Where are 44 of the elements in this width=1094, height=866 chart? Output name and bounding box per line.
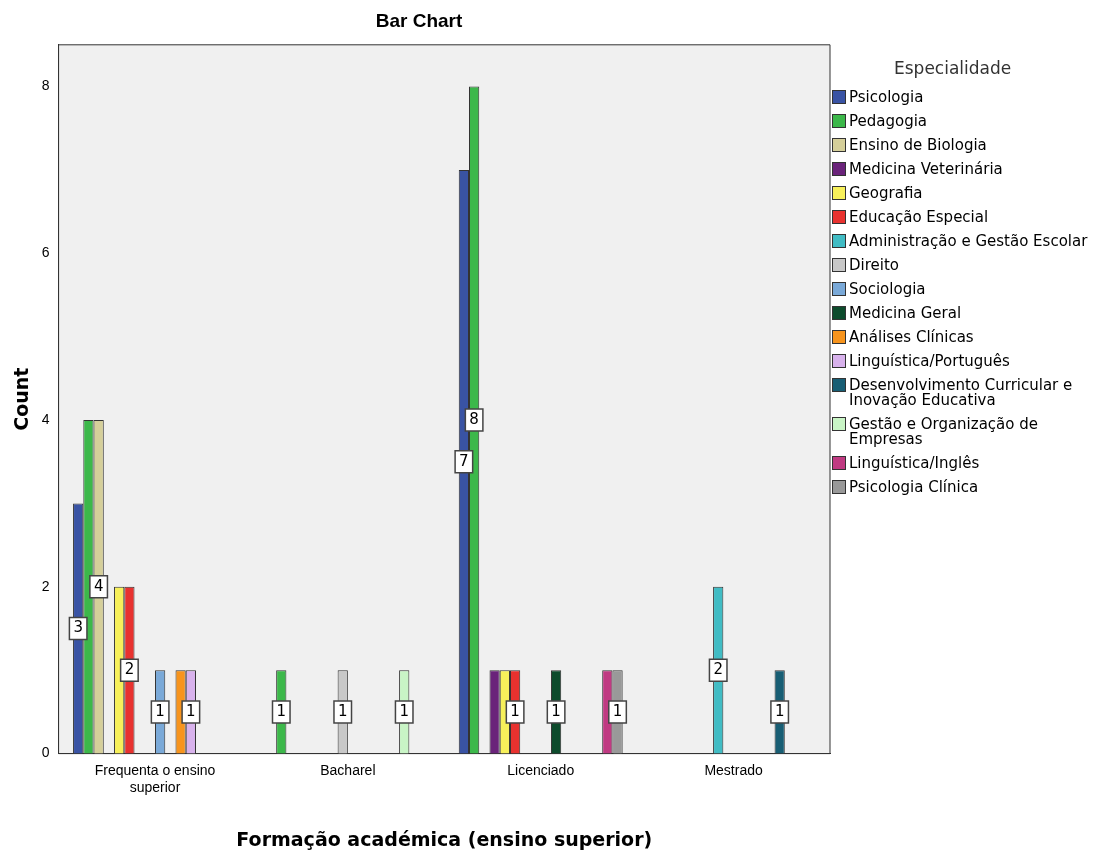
x-tick-label: Frequenta o ensino superior [94,761,216,795]
legend-label: Linguística/Português [849,352,1010,370]
data-label: 4 [93,576,104,595]
y-tick-label: 6 [41,244,50,261]
data-label: 1 [551,701,561,720]
data-label: 1 [337,701,348,720]
legend-label: Gestão e Organização de Empresas [849,415,1039,448]
y-tick-label: 2 [41,577,50,594]
data-label: 7 [459,451,469,470]
legend-label: Linguística/Inglês [849,454,980,472]
legend-label: Educação Especial [849,208,989,226]
x-tick-label: Bacharel [320,761,376,778]
y-tick-label: 4 [41,410,50,427]
data-label: 1 [774,701,785,720]
legend-label: Direito [849,256,900,274]
x-axis-title: Formação académica (ensino superior) [236,827,653,850]
data-label: 1 [612,701,623,720]
data-label: 2 [124,660,135,679]
data-label: 1 [155,701,165,720]
legend-title: Especialidade [894,58,1013,78]
legend-label: Psicologia Clínica [849,478,979,496]
y-tick-label: 8 [41,77,50,94]
y-axis-title: Count [10,367,33,431]
legend-label: Sociologia [849,280,926,298]
legend-label: Pedagogia [849,112,928,130]
data-label: 1 [399,701,409,720]
legend-label: Medicina Geral [849,304,962,322]
data-label: 8 [469,409,479,428]
legend-label: Ensino de Biologia [849,136,987,154]
y-tick-label: 0 [41,744,50,761]
data-label: 3 [73,618,83,637]
data-label: 2 [713,660,723,679]
data-label: 1 [186,701,196,720]
legend-label: Administração e Gestão Escolar [849,232,1088,250]
legend-label: Geografia [849,184,923,202]
legend-label: Desenvolvimento Curricular e Inovação Educativa [849,376,1074,409]
x-tick-label: Licenciado [507,761,575,778]
chart-title: Bar Chart [375,9,463,31]
data-label: 1 [510,701,520,720]
x-tick-label: Mestrado [704,761,763,778]
legend-label: Análises Clínicas [849,328,974,346]
legend-label: Psicologia [849,88,924,106]
data-label: 1 [276,701,287,720]
legend-label: Medicina Veterinária [849,160,1003,178]
